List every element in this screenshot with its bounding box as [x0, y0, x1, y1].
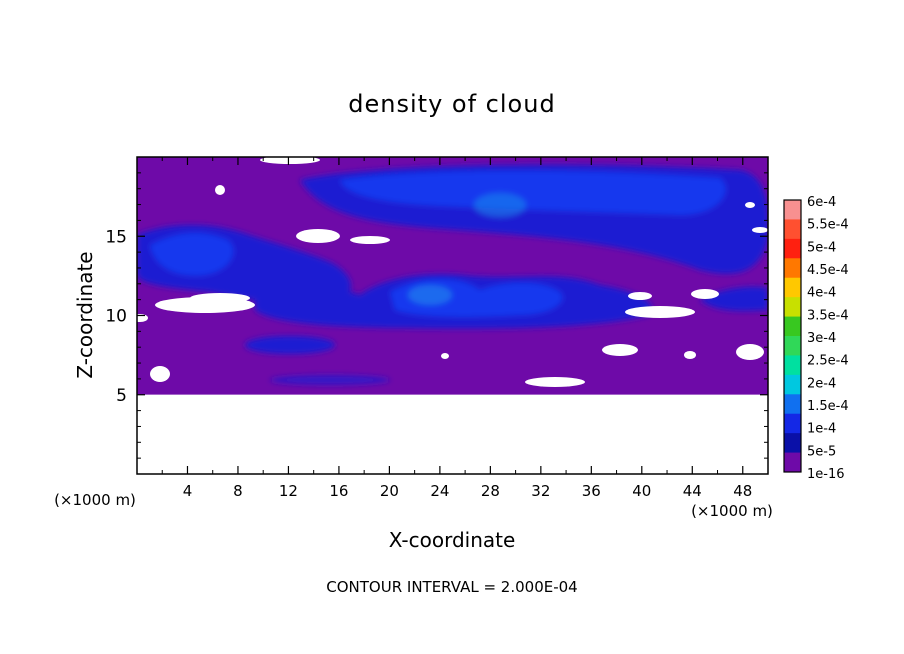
- colorbar-swatch: [784, 297, 801, 318]
- empty-patch: [215, 185, 225, 195]
- y-tick-label: 5: [116, 386, 127, 406]
- colorbar-swatch: [784, 452, 801, 473]
- x-tick-label: 44: [683, 482, 702, 500]
- lower-wisp-2: [270, 375, 390, 385]
- colorbar-label: 5.5e-4: [807, 218, 849, 233]
- colorbar-label: 3.5e-4: [807, 308, 849, 323]
- colorbar-label: 1.5e-4: [807, 399, 849, 414]
- empty-patch: [441, 353, 449, 359]
- colorbar-label: 6e-4: [807, 195, 836, 210]
- colorbar-swatch: [784, 219, 801, 240]
- colorbar: 6e-4 5.5e-4 5e-4 4.5e-4 4e-4 3.5e-4 3e-4 2.5e-4…: [783, 195, 849, 482]
- empty-patch: [736, 344, 764, 360]
- upper-cloud-peak: [474, 193, 526, 217]
- colorbar-swatch: [784, 433, 801, 454]
- colorbar-swatch: [784, 355, 801, 376]
- colorbar-label: 5e-4: [807, 240, 836, 255]
- y-axis: 5 10 15: [105, 172, 768, 459]
- x-tick-label: 48: [733, 482, 752, 500]
- empty-patch: [602, 344, 638, 356]
- colorbar-swatch: [784, 374, 801, 395]
- contour-interval-note: CONTOUR INTERVAL = 2.000E-04: [326, 578, 577, 596]
- x-tick-label: 12: [279, 482, 298, 500]
- colorbar-label: 1e-4: [807, 422, 836, 437]
- empty-below-5km: [137, 394, 768, 474]
- x-tick-label: 40: [632, 482, 651, 500]
- x-tick-label: 16: [329, 482, 348, 500]
- empty-patch: [525, 377, 585, 387]
- lower-wisp: [245, 336, 335, 354]
- empty-patch: [625, 306, 695, 318]
- colorbar-swatch: [784, 277, 801, 298]
- x-axis: 4 8 12 16 20 24 28 32 36 40 44 48: [161, 157, 752, 500]
- x-unit-label: (×1000 m): [54, 491, 136, 509]
- colorbar-swatch: [784, 200, 801, 220]
- empty-patch: [684, 351, 696, 359]
- empty-patch: [350, 236, 390, 244]
- empty-patch: [752, 227, 768, 233]
- empty-patch: [628, 292, 652, 300]
- colorbar-label: 1e-16: [807, 467, 845, 482]
- x-tick-label: 4: [183, 482, 193, 500]
- density-field: [137, 157, 768, 474]
- empty-patch: [260, 157, 320, 164]
- left-cloud-core: [150, 232, 234, 276]
- colorbar-label: 4e-4: [807, 286, 836, 301]
- colorbar-label: 5e-5: [807, 444, 836, 459]
- colorbar-swatch: [784, 258, 801, 279]
- empty-regions: [137, 157, 768, 474]
- y-tick-label: 10: [105, 307, 127, 327]
- colorbar-swatch: [784, 413, 801, 434]
- cloud-layer: [137, 164, 768, 385]
- x-tick-label: 20: [380, 482, 399, 500]
- x-tick-label: 36: [582, 482, 601, 500]
- x-axis-title: X-coordinate: [389, 528, 516, 552]
- empty-patch: [150, 366, 170, 382]
- y-axis-title: Z-coordinate: [73, 251, 97, 378]
- colorbar-swatch: [784, 394, 801, 415]
- colorbar-swatch: [784, 316, 801, 337]
- empty-patch: [190, 293, 250, 303]
- upper-cloud-core: [340, 170, 726, 215]
- colorbar-label: 4.5e-4: [807, 263, 849, 278]
- colorbar-frame: [783, 199, 802, 473]
- empty-patch: [691, 289, 719, 299]
- x-tick-label: 24: [430, 482, 449, 500]
- empty-patch: [745, 202, 755, 208]
- colorbar-label: 2.5e-4: [807, 354, 849, 369]
- chart-title: density of cloud: [348, 90, 555, 118]
- x-tick-label: 32: [531, 482, 550, 500]
- colorbar-label: 2e-4: [807, 376, 836, 391]
- colorbar-label: 3e-4: [807, 331, 836, 346]
- colorbar-swatch: [784, 336, 801, 356]
- empty-patch: [296, 229, 340, 243]
- y-unit-label: (×1000 m): [691, 502, 773, 520]
- colorbar-swatch: [784, 238, 801, 259]
- x-tick-label: 8: [233, 482, 243, 500]
- middle-cloud-peak: [408, 285, 452, 305]
- x-tick-label: 28: [481, 482, 500, 500]
- y-tick-label: 15: [105, 227, 127, 247]
